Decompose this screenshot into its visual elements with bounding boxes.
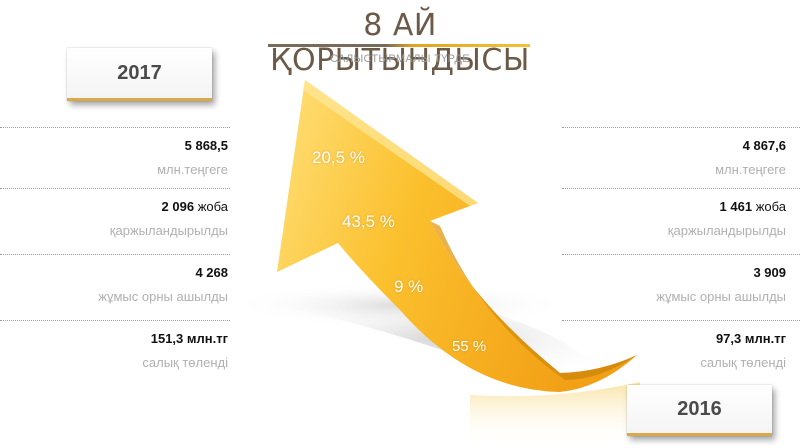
arrow-head-edge [303,80,478,206]
stat-description: жұмыс орны ашылды [98,289,228,304]
year-2016-box: 2016 [627,385,772,436]
arrow-reflection [470,382,640,448]
stat-value: 4 867,6 [742,138,786,153]
stat-description: қаржыландырылды [109,223,228,238]
arrow-edge [430,221,637,380]
stat-description: салық төленді [700,355,786,370]
stat-2016-taxes: 97,3 млн.тг салық төленді [562,320,800,383]
year-2017-box: 2017 [67,48,212,101]
page-title: 8 АЙ ҚОРЫТЫНДЫСЫ [270,8,530,78]
growth-label-budget: 20,5 % [312,148,365,167]
stat-2016-budget: 4 867,6 млн.теңгеге [562,127,800,190]
growth-label-jobs: 9 % [394,277,424,296]
stat-value: 2 096 жоба [161,199,228,214]
stat-value: 1 461 жоба [719,199,786,214]
arrow-body [277,80,637,392]
stat-description: жұмыс орны ашылды [656,289,786,304]
page-subtitle: САЛЫСТЫРМАЛЫ ТҮРДЕ [330,53,470,65]
stat-2016-jobs: 3 909 жұмыс орны ашылды [562,254,800,317]
stat-value: 4 268 [195,265,228,280]
stat-value: 5 868,5 [184,138,228,153]
growth-label-projects: 43,5 % [342,212,395,231]
stat-value: 3 909 [753,265,786,280]
title-underline [268,44,530,47]
stat-2017-taxes: 151,3 млн.тг салық төленді [0,320,230,383]
stat-description: млн.теңгеге [715,162,786,177]
stat-value: 97,3 млн.тг [715,331,786,346]
stat-value: 151,3 млн.тг [150,331,228,346]
stat-2017-jobs: 4 268 жұмыс орны ашылды [0,254,230,317]
growth-label-taxes: 55 % [452,338,487,355]
stat-2017-projects: 2 096 жоба қаржыландырылды [0,188,230,251]
stat-description: салық төленді [142,355,228,370]
stat-description: қаржыландырылды [667,223,786,238]
stat-2016-projects: 1 461 жоба қаржыландырылды [562,188,800,251]
stat-2017-budget: 5 868,5 млн.теңгеге [0,127,230,190]
stat-description: млн.теңгеге [157,162,228,177]
